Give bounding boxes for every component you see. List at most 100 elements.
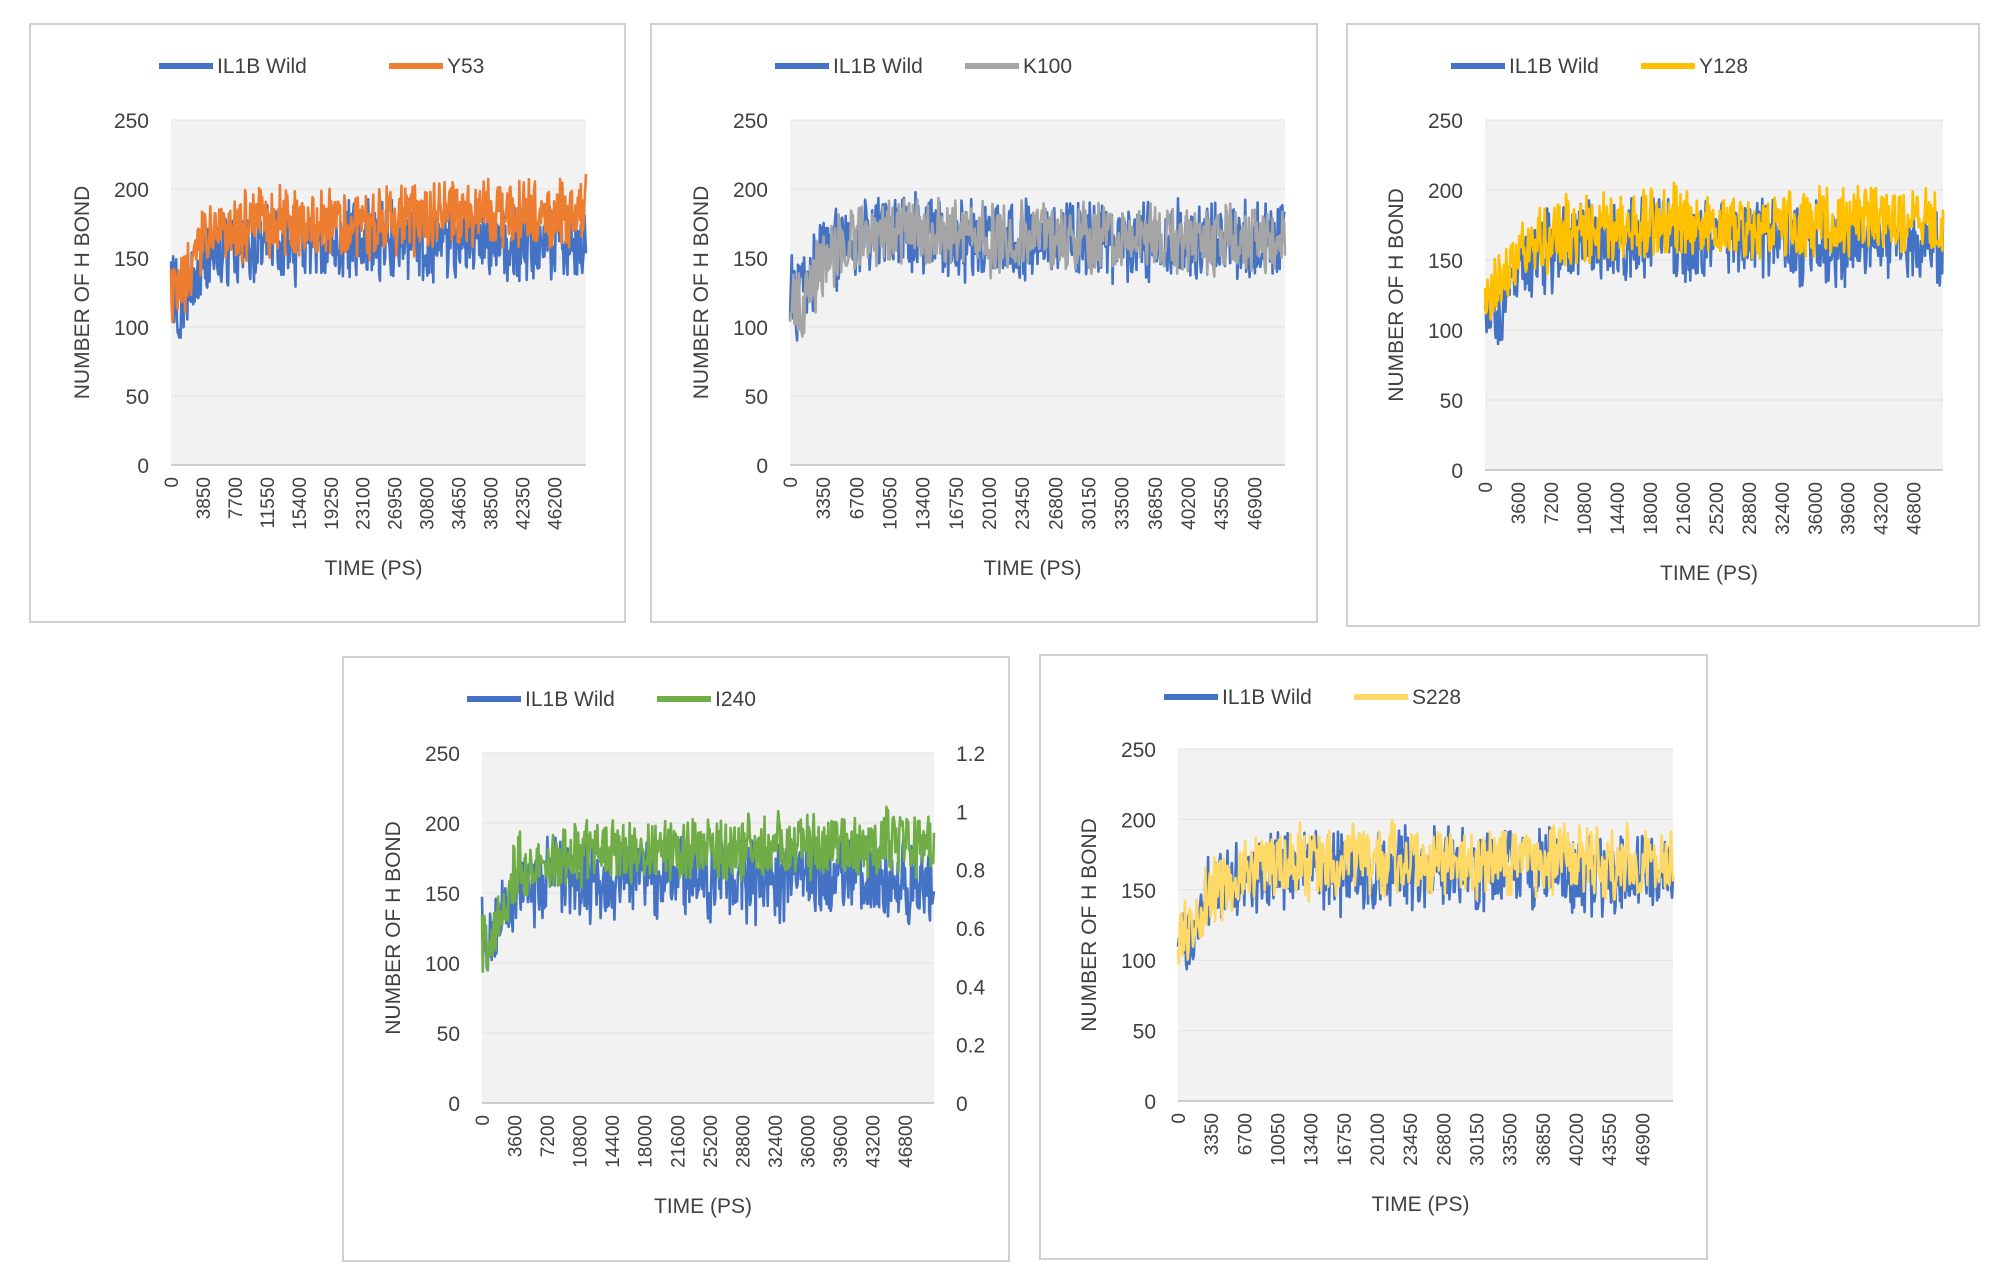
y-tick-label: 100 xyxy=(1428,320,1463,343)
x-tick-label: 0 xyxy=(162,477,183,488)
chart-panel-y53: 250 200 150 100 50 0 0 3850 7700 11550 15400 19250 2… xyxy=(29,23,626,623)
x-tick-label: 30800 xyxy=(418,477,439,530)
y-axis-title: NUMBER OF H BOND xyxy=(1385,188,1408,402)
x-axis-title: TIME (PS) xyxy=(325,557,423,580)
x-tick-label: 34650 xyxy=(450,477,471,530)
x-axis-title: TIME (PS) xyxy=(654,1195,752,1218)
legend-label: Y53 xyxy=(447,55,484,78)
x-tick-label: 3600 xyxy=(506,1115,527,1157)
x-tick-label: 7200 xyxy=(538,1115,559,1157)
chart-svg: 250 200 150 100 50 0 0 3600 7200 10800 14400 18000 2… xyxy=(1385,55,1945,585)
y-tick-label: 100 xyxy=(114,317,149,340)
x-tick-label: 13400 xyxy=(1302,1113,1323,1166)
y-tick-label: 50 xyxy=(1133,1021,1156,1044)
x-tick-label: 43550 xyxy=(1600,1113,1621,1166)
y2-tick-label: 0.6 xyxy=(956,918,985,941)
series-line-y128 xyxy=(1483,181,1945,321)
legend-label: I240 xyxy=(715,688,756,711)
chart-panel-y128: 250 200 150 100 50 0 0 3600 7200 10800 14400 18000 2… xyxy=(1346,23,1980,627)
x-tick-label: 26950 xyxy=(386,477,407,530)
x-tick-label: 43550 xyxy=(1212,477,1233,530)
x-tick-label: 15400 xyxy=(290,477,311,530)
x-tick-label: 28800 xyxy=(733,1115,754,1168)
x-tick-label: 18000 xyxy=(636,1115,657,1168)
y-axis-title: NUMBER OF H BOND xyxy=(382,821,405,1035)
x-tick-label: 46800 xyxy=(896,1115,917,1168)
x-tick-label: 26800 xyxy=(1434,1113,1455,1166)
series-line-k100 xyxy=(788,196,1287,338)
x-tick-label: 23450 xyxy=(1013,477,1034,530)
y-tick-label: 200 xyxy=(733,179,768,202)
x-tick-label: 13400 xyxy=(914,477,935,530)
y-tick-label: 250 xyxy=(733,110,768,133)
legend-label: IL1B Wild xyxy=(217,55,307,78)
plot-area xyxy=(171,120,586,465)
y-tick-label: 150 xyxy=(425,883,460,906)
y-tick-label: 100 xyxy=(425,953,460,976)
chart-svg: 250 200 150 100 50 0 1.2 1 0.8 0.6 0.4 0.2 0 0 3600 720… xyxy=(382,688,986,1218)
y-tick-label: 0 xyxy=(1451,460,1463,483)
x-tick-label: 43200 xyxy=(864,1115,885,1168)
x-tick-label: 46900 xyxy=(1245,477,1266,530)
y-tick-label: 0 xyxy=(756,455,768,478)
x-tick-label: 16750 xyxy=(1335,1113,1356,1166)
x-tick-label: 23450 xyxy=(1401,1113,1422,1166)
x-tick-label: 30150 xyxy=(1467,1113,1488,1166)
x-tick-label: 42350 xyxy=(514,477,535,530)
x-tick-label: 3600 xyxy=(1509,482,1530,524)
y2-tick-label: 0.4 xyxy=(956,976,986,999)
x-tick-label: 33500 xyxy=(1501,1113,1522,1166)
x-tick-label: 28800 xyxy=(1740,482,1761,535)
x-tick-label: 6700 xyxy=(847,477,868,519)
x-axis-title: TIME (PS) xyxy=(1372,1193,1470,1216)
y-axis-title: NUMBER OF H BOND xyxy=(690,186,713,400)
y-tick-label: 0 xyxy=(448,1093,460,1116)
x-tick-label: 10050 xyxy=(880,477,901,530)
y-tick-label: 50 xyxy=(1440,390,1463,413)
plot-area xyxy=(1178,749,1673,1101)
x-tick-label: 11550 xyxy=(258,477,279,528)
y2-tick-label: 0.8 xyxy=(956,860,985,883)
x-tick-label: 20100 xyxy=(980,477,1001,530)
plot-area xyxy=(1485,120,1943,470)
y-tick-label: 250 xyxy=(114,110,149,133)
y-axis-title: NUMBER OF H BOND xyxy=(1078,818,1101,1032)
x-tick-label: 19250 xyxy=(322,477,343,530)
legend-label: Y128 xyxy=(1699,55,1748,78)
legend-label: K100 xyxy=(1023,55,1072,78)
legend-label: IL1B Wild xyxy=(833,55,923,78)
series-line-y53 xyxy=(169,173,588,324)
plot-area xyxy=(482,753,934,1103)
x-tick-label: 10800 xyxy=(571,1115,592,1168)
x-tick-label: 38500 xyxy=(482,477,503,530)
x-tick-label: 0 xyxy=(781,477,802,488)
x-tick-label: 10800 xyxy=(1575,482,1596,535)
y-axis-title: NUMBER OF H BOND xyxy=(71,186,94,400)
x-tick-label: 3350 xyxy=(1202,1113,1223,1155)
x-tick-label: 40200 xyxy=(1567,1113,1588,1166)
x-tick-label: 32400 xyxy=(1773,482,1794,535)
legend-label: IL1B Wild xyxy=(1509,55,1599,78)
y-tick-label: 250 xyxy=(425,743,460,766)
y-tick-label: 150 xyxy=(1121,880,1156,903)
x-tick-label: 21600 xyxy=(668,1115,689,1168)
x-tick-label: 14400 xyxy=(1608,482,1629,535)
x-tick-label: 36000 xyxy=(1806,482,1827,535)
x-tick-label: 46200 xyxy=(545,477,566,530)
legend-label: IL1B Wild xyxy=(525,688,615,711)
x-tick-label: 32400 xyxy=(766,1115,787,1168)
x-tick-label: 23100 xyxy=(354,477,375,530)
x-tick-label: 46900 xyxy=(1633,1113,1654,1166)
x-tick-label: 30150 xyxy=(1079,477,1100,530)
x-tick-label: 33500 xyxy=(1113,477,1134,530)
y-tick-label: 200 xyxy=(114,179,149,202)
x-tick-label: 14400 xyxy=(603,1115,624,1168)
y-tick-label: 200 xyxy=(425,813,460,836)
y-tick-label: 0 xyxy=(137,455,149,478)
y-tick-label: 200 xyxy=(1121,809,1156,832)
x-tick-label: 21600 xyxy=(1674,482,1695,535)
x-tick-label: 39600 xyxy=(831,1115,852,1168)
y-tick-label: 0 xyxy=(1144,1091,1156,1114)
